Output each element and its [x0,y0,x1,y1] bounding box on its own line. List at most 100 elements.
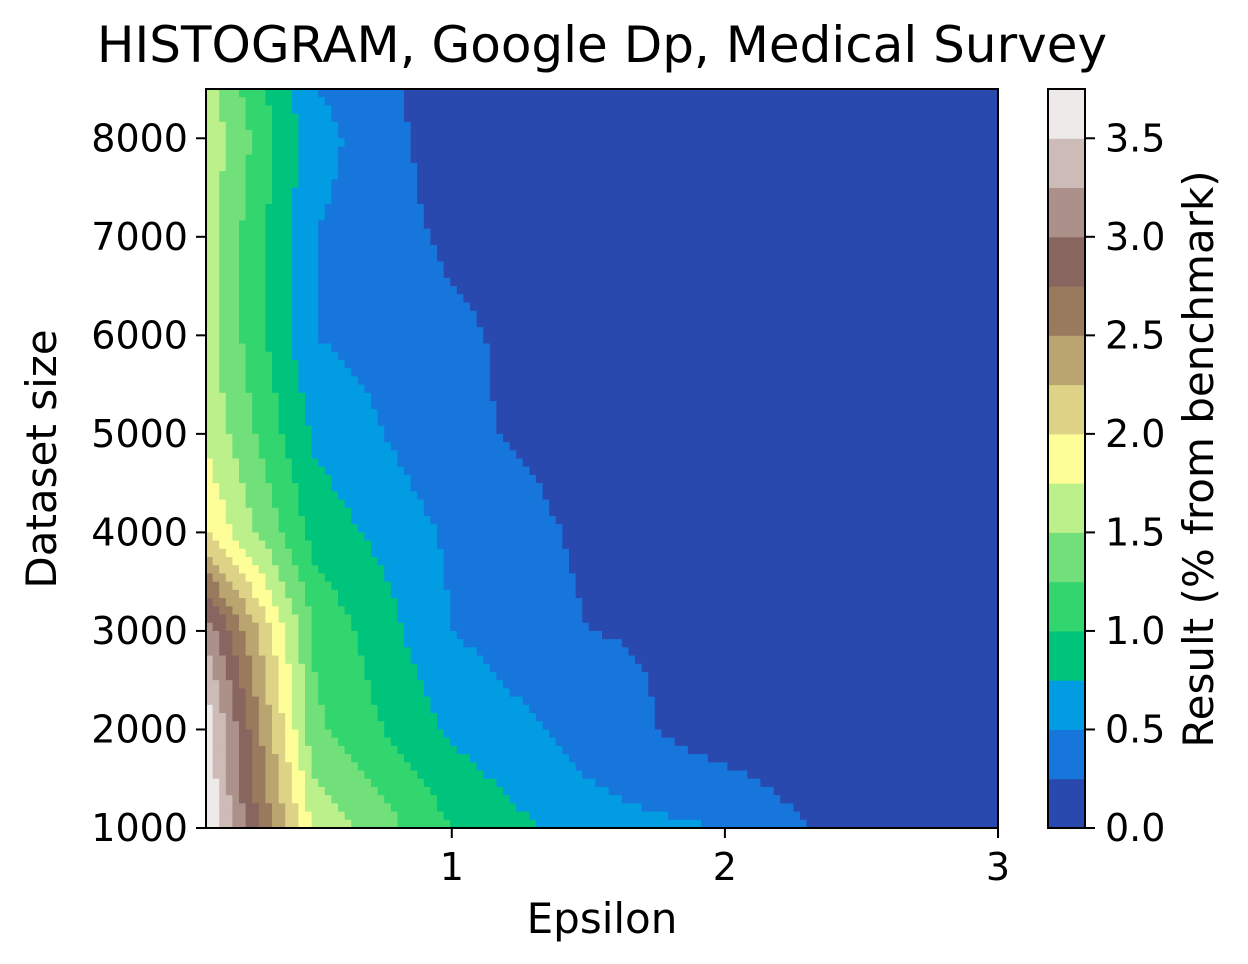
contour-cell [641,335,649,345]
contour-cell [773,318,781,328]
contour-cell [371,245,379,254]
contour-cell [496,220,504,230]
contour-cell [245,245,253,254]
contour-cell [932,138,940,148]
contour-cell [866,228,874,238]
contour-cell [410,318,418,328]
contour-cell [925,162,933,172]
contour-cell [806,146,814,156]
contour-cell [661,220,669,230]
contour-cell [463,286,471,295]
contour-cell [536,425,544,435]
contour-cell [734,318,742,328]
contour-cell [549,318,557,328]
contour-cell [509,335,517,345]
contour-cell [265,392,273,402]
contour-cell [687,113,695,123]
contour-cell [694,417,702,427]
contour-cell [285,97,293,107]
contour-cell [641,409,649,419]
contour-cell [225,212,233,221]
contour-cell [932,179,940,189]
contour-cell [720,417,728,427]
contour-cell [608,121,616,131]
contour-cell [641,384,649,394]
contour-cell [674,162,682,172]
contour-cell [925,195,933,205]
contour-cell [305,425,313,435]
contour-cell [562,327,570,336]
contour-cell [615,113,623,123]
contour-cell [476,261,484,271]
contour-cell [648,409,656,419]
contour-cell [892,261,900,271]
contour-cell [978,138,986,148]
contour-cell [509,376,517,386]
contour-cell [364,187,372,197]
contour-cell [714,359,722,369]
contour-cell [516,97,524,107]
contour-cell [509,318,517,328]
contour-cell [899,409,907,419]
contour-cell [278,220,286,230]
contour-cell [476,187,484,197]
contour-cell [852,220,860,230]
contour-cell [588,343,596,353]
contour-cell [661,384,669,394]
contour-cell [767,384,775,394]
contour-cell [879,253,887,263]
contour-cell [654,105,662,115]
contour-cell [661,146,669,156]
contour-cell [984,228,992,238]
contour-cell [212,121,220,131]
contour-cell [747,138,755,148]
contour-cell [727,335,735,345]
contour-cell [291,97,299,107]
contour-cell [661,392,669,402]
contour-cell [298,351,306,361]
contour-cell [443,130,451,139]
contour-cell [338,401,346,410]
contour-cell [595,351,603,361]
contour-cell [793,368,801,377]
contour-cell [912,130,920,139]
contour-cell [635,277,643,287]
contour-cell [833,368,841,377]
contour-cell [872,154,880,164]
contour-cell [833,286,841,295]
contour-cell [588,154,596,164]
contour-cell [846,220,854,230]
contour-cell [938,130,946,139]
contour-cell [496,318,504,328]
contour-cell [734,171,742,180]
contour-cell [793,162,801,172]
contour-cell [397,261,405,271]
contour-cell [767,187,775,197]
contour-cell [747,343,755,353]
contour-cell [674,113,682,123]
contour-cell [311,359,319,369]
contour-cell [503,130,511,139]
contour-cell [602,409,610,419]
contour-cell [232,130,240,139]
contour-cell [390,318,398,328]
contour-cell [575,89,583,98]
contour-cell [866,376,874,386]
contour-cell [212,384,220,394]
contour-cell [826,368,834,377]
contour-cell [245,113,253,123]
contour-cell [410,236,418,246]
contour-cell [549,105,557,115]
contour-cell [800,236,808,246]
contour-cell [476,220,484,230]
contour-cell [899,302,907,312]
contour-cell [265,368,273,377]
contour-cell [780,376,788,386]
contour-cell [674,130,682,139]
contour-cell [951,310,959,320]
contour-cell [654,220,662,230]
contour-cell [991,195,999,205]
contour-cell [423,228,431,238]
contour-cell [529,162,537,172]
contour-cell [331,294,339,304]
